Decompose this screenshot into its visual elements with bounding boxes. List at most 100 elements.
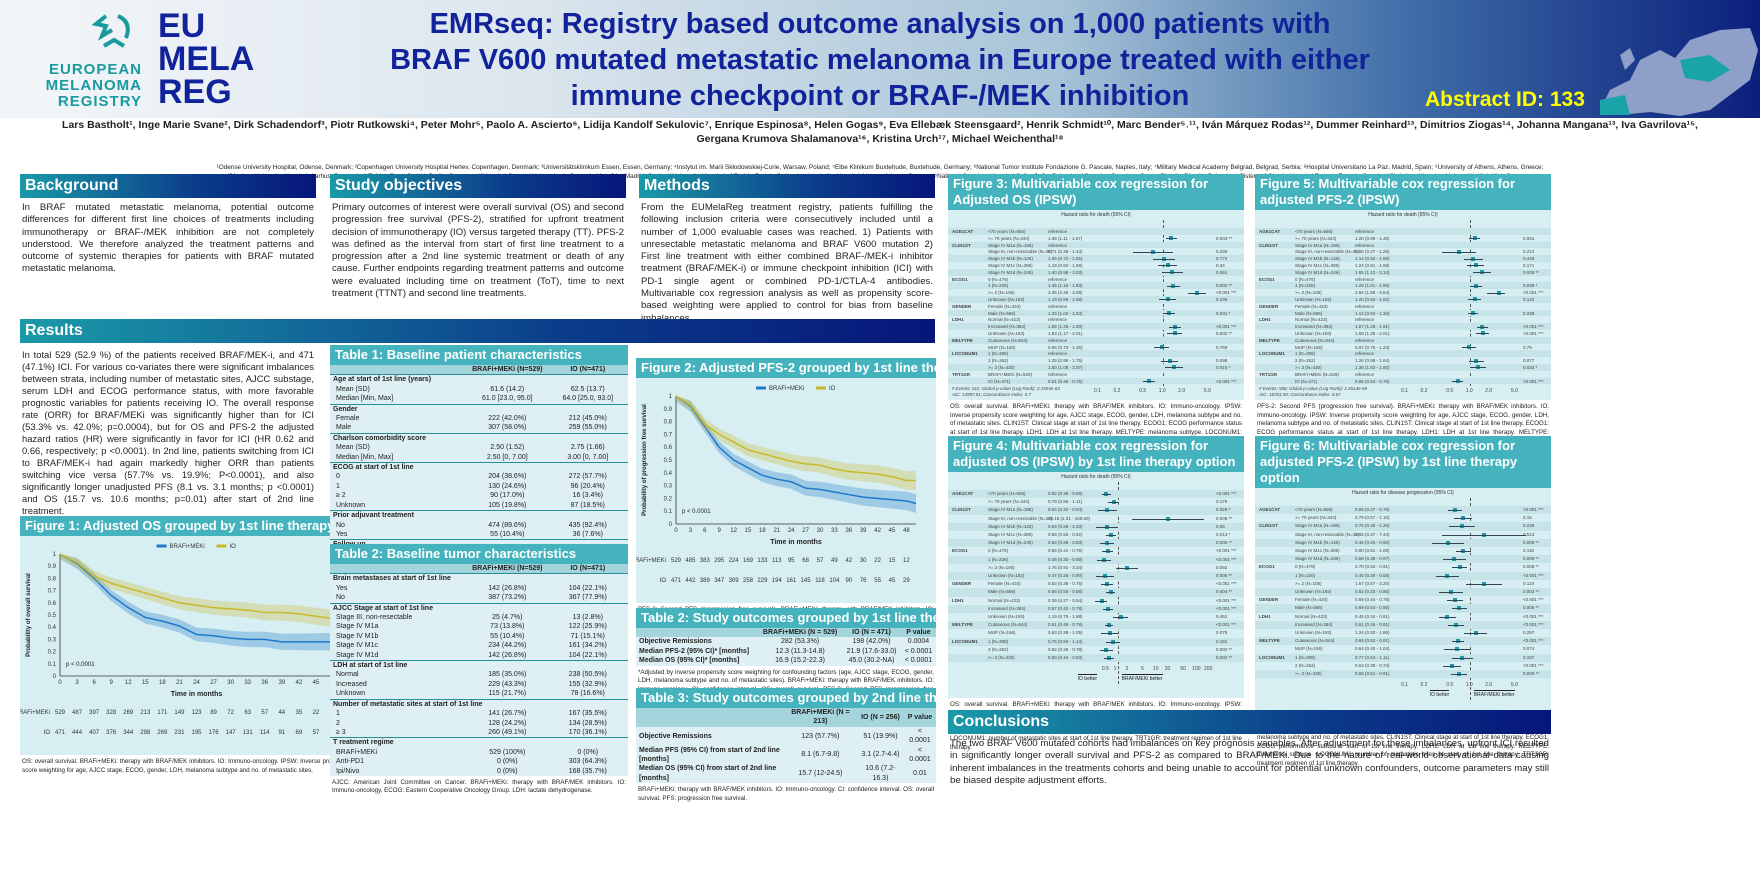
forest-row: CLIN1ST Stage IV M1a (N=195) 0.76 (0.48 - … xyxy=(1255,522,1551,531)
forest-cell: >= 2 (N=106) xyxy=(1295,580,1322,586)
forest-cell: reference xyxy=(1048,229,1068,234)
forest-row: Stage III, non-resectable (N=38) 0.68 (0.… xyxy=(1255,248,1551,255)
at-risk-count: 90 xyxy=(845,578,852,584)
table-cell: Median [Min, Max] xyxy=(336,453,394,461)
forest-cell: 0.60 (0.44 - 0.83) xyxy=(1048,655,1083,660)
column-header xyxy=(330,564,468,574)
forest-cell: 0.16 xyxy=(1523,515,1532,521)
forest-cell: 1.24 (0.91 - 1.68) xyxy=(1355,263,1390,268)
table-cell: < 0.0001 xyxy=(904,647,933,655)
figure-4: Figure 4: Multivariable cox regression f… xyxy=(948,436,1244,755)
confidence-interval xyxy=(1467,299,1482,301)
at-risk-count: 169 xyxy=(743,558,754,564)
forest-row: Stage IV M1d (N=246) 0.54 (0.35 - 0.83) 0.… xyxy=(948,539,1244,548)
forest-cell: 1.55 (1.26 - 1.93) xyxy=(1048,324,1083,330)
table-cell: 71 (15.1%) xyxy=(570,632,605,640)
at-risk-count: 44 xyxy=(278,710,285,716)
forest-cell: LDH1 xyxy=(1259,613,1271,619)
forest-cell: 1.24 (0.83 - 1.86) xyxy=(1355,630,1390,635)
forest-cell: 0.009 ** xyxy=(1523,671,1540,676)
x-tick-label: 2 xyxy=(1125,666,1129,673)
table-cell: 198 (42.0%) xyxy=(852,638,891,646)
forest-row: >= 3 (N=430) 0.60 (0.44 - 0.83) 0.002 ** xyxy=(948,654,1244,663)
confidence-interval xyxy=(1105,625,1114,627)
forest-cell: <0.001 *** xyxy=(1523,331,1544,336)
table-row: Increased 229 (43.3%) 155 (32.9%) xyxy=(330,680,628,689)
forest-row: Stage IV M1b (N=126) 0.54 (0.28 - 1.03) 0.… xyxy=(948,522,1244,531)
column-header: P value xyxy=(903,708,936,727)
forest-cell: 0.461 xyxy=(1216,614,1228,619)
confidence-interval xyxy=(1469,238,1481,240)
table-cell: 1 xyxy=(336,482,340,490)
table-cell: Median PFS-2 (95% CI)* [months] xyxy=(639,647,750,655)
table-row: Prior adjuvant treatment xyxy=(330,510,628,521)
y-tick-label: 0.4 xyxy=(664,471,673,477)
forest-cell: 1 (N=308) xyxy=(988,638,1009,644)
table-row: Median PFS-2 (95% CI)* [months] 12.3 (11.… xyxy=(636,647,936,656)
group-label: Charlson comorbidity score xyxy=(330,432,628,444)
table-row: Median PFS (95% CI) from start of 2nd li… xyxy=(636,746,936,765)
forest-cell: 0.769 xyxy=(1216,344,1228,350)
confidence-interval xyxy=(1159,299,1176,301)
forest-cell: 0.34 xyxy=(1216,263,1225,268)
outcomes-2nd-line-table: BRAFi+MEKi (N = 213) IO (N = 256) P value O… xyxy=(636,708,936,784)
confidence-interval xyxy=(1467,265,1485,267)
table-cell: 0.0004 xyxy=(907,638,930,646)
forest-cell: 1.19 (0.75 - 1.88) xyxy=(1048,614,1083,619)
confidence-band xyxy=(60,554,333,628)
forest-cell: 0.002 ** xyxy=(1216,646,1233,652)
confidence-interval xyxy=(1443,559,1466,561)
at-risk-count: 89 xyxy=(210,710,217,716)
km-chart-os: 00.10.20.30.40.50.60.70.80.910 3 6 9 12 15 18 2… xyxy=(15,544,337,736)
y-tick-label: 0.9 xyxy=(48,564,57,570)
x-tick-label: 50 xyxy=(1180,666,1186,673)
column-header: IO (N = 256) xyxy=(856,708,904,727)
forest-row: MUP (N=156) 0.97 (0.76 - 1.23) 0.79 xyxy=(1255,344,1551,351)
table-1: Table 1: Baseline patient characteristic… xyxy=(330,345,628,560)
confidence-interval xyxy=(1465,583,1503,585)
objectives-section: Study objectives Primary outcomes of int… xyxy=(330,174,626,304)
table-cell: 0 (0%) xyxy=(496,767,518,775)
forest-cell: Male (N=566) xyxy=(988,310,1016,316)
group-label: T reatment regime xyxy=(330,737,628,748)
forest-row: 2 (N=262) 1.26 (0.98 - 1.64) 0.077 xyxy=(1255,357,1551,364)
table-cell: 0 xyxy=(336,473,340,481)
forest-row: Increased (N=384) 0.57 (0.42 - 0.78) <0.00… xyxy=(948,604,1244,613)
table-caption: AJCC: American Joint Committee on Cancer… xyxy=(332,778,626,795)
confidence-interval xyxy=(1131,518,1205,520)
forest-cell: 0.68 (0.51 - 0.91) xyxy=(1355,671,1390,676)
forest-cell: >= 70 years (N=344) xyxy=(988,235,1030,241)
forest-cell: BRAFi+MEKi (N=529) xyxy=(1295,371,1340,377)
y-tick-label: 0.8 xyxy=(664,420,673,426)
table-row: T reatment regime xyxy=(330,737,628,748)
forest-cell: Stage III, non-resectable (N=38) xyxy=(988,515,1053,521)
forest-cell: 1.19 (0.89 - 1.58) xyxy=(1048,297,1083,302)
forest-cell: MELTYPE xyxy=(1259,638,1280,644)
forest-cell: 0.54 (0.28 - 1.03) xyxy=(1048,523,1083,529)
table-row: Stage IV M1a 73 (13.8%) 122 (25.9%) xyxy=(330,622,628,631)
forest-cell: 0.236 xyxy=(1523,523,1535,529)
forest-cell: 0.330 xyxy=(1216,249,1228,255)
confidence-band xyxy=(676,396,916,490)
x-tick-label: 42 xyxy=(874,528,881,534)
forest-cell: 3.36 (2.46 - 4.59) xyxy=(1048,290,1083,296)
table-cell: ≥ 3 xyxy=(336,728,346,736)
forest-cell: 0.003 ** xyxy=(1216,235,1233,241)
forest-cell: reference xyxy=(1355,229,1375,234)
forest-cell: MUP (N=156) xyxy=(988,344,1016,350)
x-tick-label: 6 xyxy=(92,680,96,686)
y-tick-label: 0.7 xyxy=(48,589,57,595)
forest-cell: reference xyxy=(1048,317,1068,323)
forest-cell: 2 (N=262) xyxy=(1295,662,1316,668)
forest-cell: 0.098 xyxy=(1216,358,1228,364)
forest-cell: 0.006 ** xyxy=(1523,605,1540,611)
forest-cell: 0.46 (0.26 - 0.82) xyxy=(1355,539,1390,545)
methods-section: Methods From the EUMelaReg treatment reg… xyxy=(639,174,935,329)
x-tick-label: 9 xyxy=(110,680,114,686)
at-risk-count: 76 xyxy=(860,578,867,584)
y-tick-label: 0.3 xyxy=(48,637,57,643)
background-section: Background In BRAF mutated metastatic me… xyxy=(20,174,316,280)
legend-label: BRAFi+MEKi xyxy=(769,386,804,392)
results-text: In total 529 (52.9 %) of the patients re… xyxy=(22,349,314,516)
figure-title: Figure 2: Adjusted PFS-2 grouped by 1st … xyxy=(636,358,968,378)
